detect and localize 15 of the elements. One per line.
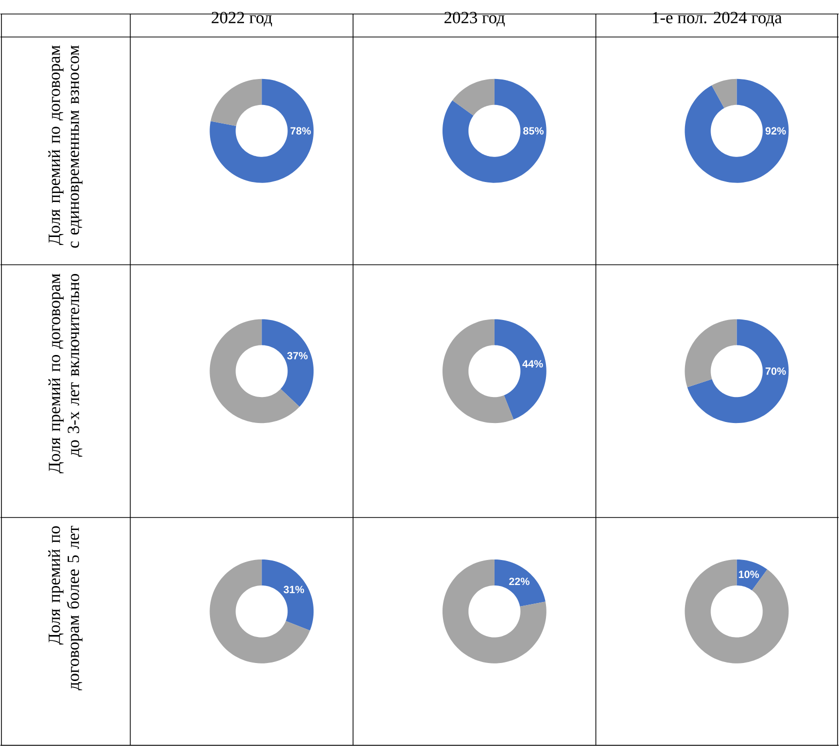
text: Доля премий по договорам до 3-х лет включительно <box>48 274 82 474</box>
data-label: 78% <box>290 127 311 134</box>
text: Доля премий по договорам с единовременным взносом <box>48 45 82 248</box>
data-label: 92% <box>766 127 786 134</box>
data-label: 85% <box>523 127 544 134</box>
data-label: 37% <box>287 352 308 360</box>
data-label: 44% <box>522 360 543 368</box>
text: Доля премий по договорам более 5 лет <box>48 526 82 690</box>
data-label: 31% <box>284 586 304 594</box>
data-label: 22% <box>509 578 530 585</box>
chart-title: 2023 год <box>444 12 505 26</box>
chart-title: 1-е пол. 2024 года <box>652 12 782 26</box>
chart-title: 2022 год <box>212 12 272 26</box>
data-label: 10% <box>738 570 759 578</box>
data-label: 70% <box>766 367 786 375</box>
